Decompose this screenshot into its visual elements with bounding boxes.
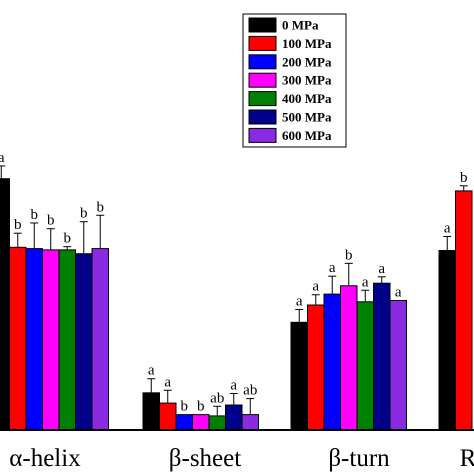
legend-label: 100 MPa	[282, 36, 332, 51]
bar	[225, 404, 243, 431]
bar	[323, 293, 341, 431]
bar	[389, 300, 407, 431]
bar	[75, 253, 93, 431]
bar	[58, 249, 76, 431]
bar	[356, 301, 374, 431]
legend-swatch	[248, 91, 277, 107]
category-label: β-turn	[328, 445, 390, 472]
significance-label: a	[444, 220, 451, 236]
legend-label: 400 MPa	[282, 91, 332, 106]
bar	[438, 250, 456, 431]
bar	[455, 190, 473, 431]
legend-swatch	[248, 17, 277, 33]
significance-label: a	[312, 279, 319, 295]
legend-label: 0 MPa	[282, 18, 319, 33]
significance-label: a	[329, 260, 336, 276]
legend-swatch	[248, 35, 277, 51]
significance-label: b	[197, 399, 205, 415]
bar	[9, 246, 27, 431]
category-label: α-helix	[9, 445, 81, 472]
legend-swatch	[248, 54, 277, 70]
legend-label: 500 MPa	[282, 110, 332, 125]
significance-label: b	[31, 207, 39, 223]
bar	[142, 392, 160, 431]
significance-label: a	[296, 293, 303, 309]
bar	[192, 414, 210, 431]
significance-label: b	[64, 231, 72, 247]
category-labels: α-helix β-sheet β-turn R	[9, 445, 474, 472]
significance-label: b	[47, 213, 55, 229]
significance-label: a	[362, 274, 369, 290]
significance-label: b	[80, 206, 88, 222]
bar	[42, 249, 60, 431]
legend: 0 MPa 100 MPa 200 MPa 300 MPa 400 MPa 500 MPa…	[242, 13, 347, 148]
bar	[290, 321, 308, 431]
bar	[208, 415, 226, 431]
significance-label: a	[0, 150, 5, 166]
bar	[241, 414, 259, 431]
bar	[340, 285, 358, 431]
category-label: β-sheet	[169, 445, 241, 472]
significance-label: b	[14, 217, 22, 233]
bar	[91, 248, 109, 431]
significance-label: ab	[210, 390, 224, 406]
bar	[25, 248, 43, 431]
bar	[175, 414, 193, 431]
bar	[373, 282, 391, 431]
category-label: R	[460, 445, 474, 472]
significance-label: a	[230, 377, 237, 393]
significance-label: a	[378, 261, 385, 277]
bar	[159, 402, 177, 431]
significance-label: b	[345, 247, 353, 263]
significance-label: a	[148, 363, 155, 379]
legend-swatch	[248, 127, 277, 143]
bar	[0, 178, 10, 431]
significance-label: ab	[243, 383, 257, 399]
significance-label: b	[181, 399, 189, 415]
significance-label: b	[460, 170, 468, 186]
legend-label: 600 MPa	[282, 128, 332, 143]
legend-label: 200 MPa	[282, 54, 332, 69]
significance-label: a	[395, 285, 402, 301]
legend-swatch	[248, 109, 277, 125]
significance-label: b	[97, 199, 105, 215]
legend-swatch	[248, 72, 277, 88]
legend-label: 300 MPa	[282, 73, 332, 88]
significance-label: a	[164, 374, 171, 390]
bar	[307, 304, 325, 431]
